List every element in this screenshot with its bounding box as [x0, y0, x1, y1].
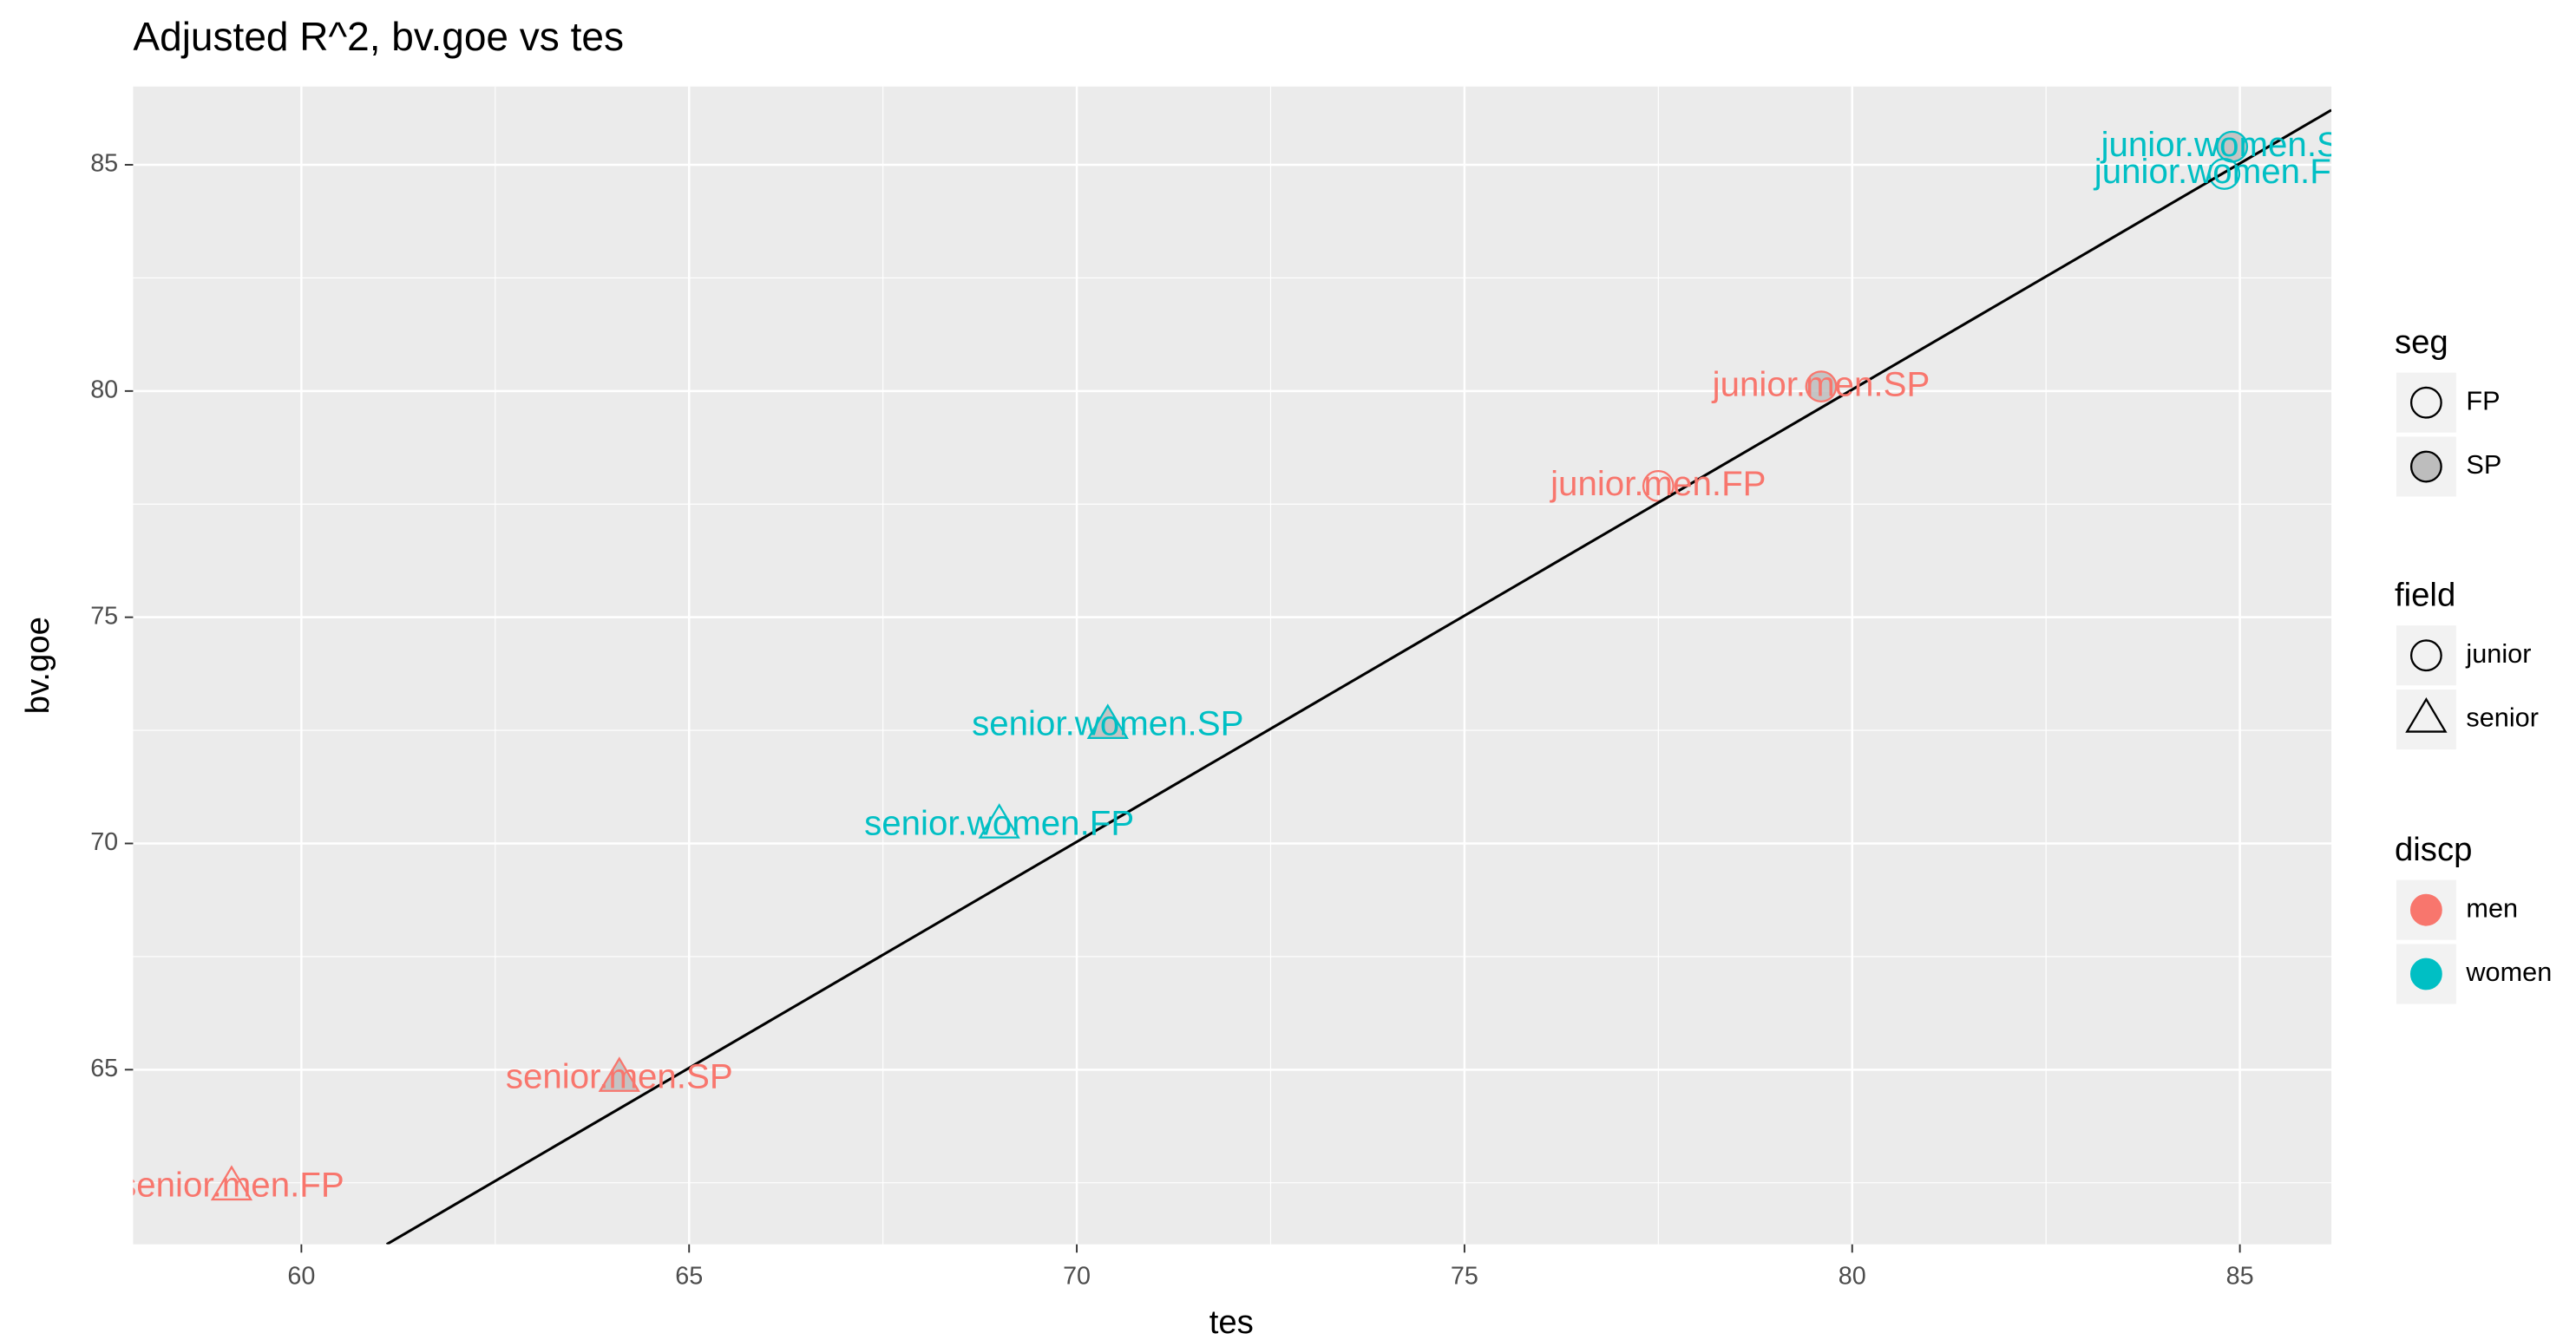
point [1805, 370, 1838, 403]
point-label: senior.women.SP [972, 704, 1243, 743]
fit-line [385, 108, 2332, 1245]
point-label: senior.women.FP [864, 803, 1134, 842]
point-label: senior.men.FP [119, 1166, 344, 1205]
y-tick-label: 65 [90, 1055, 118, 1082]
point [598, 1056, 640, 1092]
legend-label: women [2465, 957, 2552, 987]
y-axis-title: bv.goe [19, 617, 56, 714]
legend-title: field [2395, 577, 2455, 614]
legend-key [2396, 372, 2456, 433]
legend-label: men [2466, 892, 2518, 923]
x-tick-label: 70 [1063, 1263, 1091, 1291]
y-tick-label: 75 [90, 602, 118, 630]
y-tick-label: 85 [90, 150, 118, 178]
chart-title: Adjusted R^2, bv.goe vs tes [133, 14, 624, 59]
legend-symbol [2409, 958, 2442, 990]
legend-symbol [2405, 697, 2448, 733]
legend: seg FP SP field junior senior discp men women [2395, 324, 2552, 1004]
axes: 60 65 70 75 80 85 65 70 75 80 85 [90, 150, 2253, 1291]
point [978, 803, 1020, 839]
legend-label: SP [2466, 449, 2501, 480]
x-axis-title: tes [1209, 1304, 1254, 1340]
legend-label: senior [2466, 703, 2539, 733]
point-label: junior.men.SP [1712, 364, 1930, 403]
legend-symbol [2409, 450, 2442, 483]
point [1086, 703, 1129, 739]
legend-label: FP [2466, 385, 2500, 415]
point-label: senior.men.SP [506, 1056, 733, 1095]
legend-symbol [2409, 893, 2442, 926]
grid [133, 86, 2332, 1245]
x-tick-label: 60 [287, 1263, 315, 1291]
y-tick-label: 80 [90, 376, 118, 403]
legend-symbol [2409, 386, 2442, 419]
legend-key [2396, 625, 2456, 686]
point [1642, 469, 1675, 502]
point-label: junior.women.FP [2094, 152, 2355, 191]
x-tick-label: 65 [675, 1263, 703, 1291]
legend-title: seg [2395, 324, 2448, 361]
point-label: junior.men.FP [1550, 464, 1766, 503]
legend-label: junior [2465, 638, 2531, 669]
x-tick-label: 80 [1839, 1263, 1866, 1291]
point [210, 1165, 253, 1201]
x-tick-label: 75 [1451, 1263, 1478, 1291]
point [2208, 158, 2241, 190]
panel [133, 86, 2332, 1245]
y-tick-label: 70 [90, 828, 118, 856]
legend-title: discp [2395, 831, 2473, 868]
legend-symbol [2409, 639, 2442, 672]
point-label: junior.women.SP [2101, 125, 2363, 164]
x-tick-label: 85 [2226, 1263, 2254, 1291]
